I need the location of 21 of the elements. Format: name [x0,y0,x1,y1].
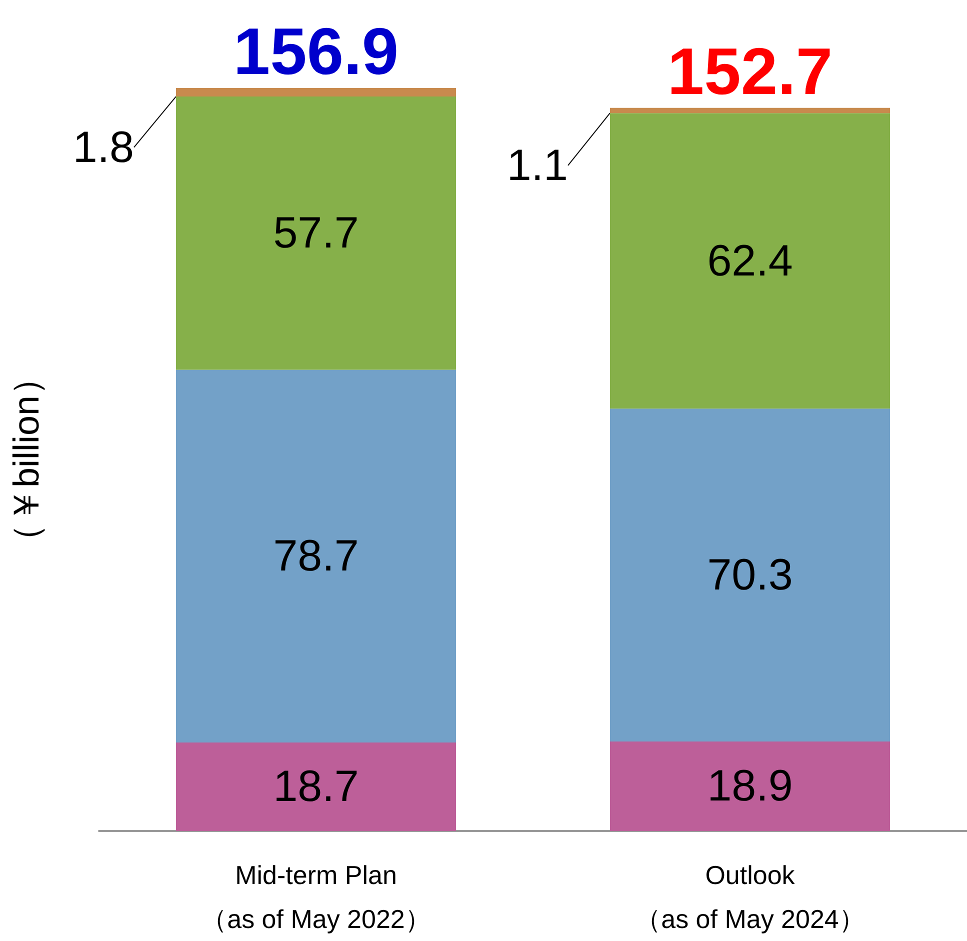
bar [176,96,456,370]
data-label: 18.9 [707,762,793,811]
bar [176,742,456,831]
bar [176,370,456,742]
data-label: 18.7 [273,762,359,812]
bar [176,88,456,97]
data-label: 57.7 [273,208,359,258]
x-tick-label: Mid-term Plan （as of May 2022） [201,860,431,934]
bar [610,108,890,114]
data-label: 1.1 [506,140,568,190]
bar [610,742,890,831]
total-label: 152.7 [667,34,833,108]
total-label: 156.9 [233,14,399,88]
data-label: 62.4 [707,236,793,286]
y-axis-title: （￥billion） [6,359,46,560]
bar [610,113,890,409]
data-label: 70.3 [707,550,793,600]
data-label: 1.8 [72,122,134,172]
data-label: 78.7 [273,532,359,581]
x-tick-label: Outlook （as of May 2024） [635,860,865,934]
bar [610,408,890,742]
